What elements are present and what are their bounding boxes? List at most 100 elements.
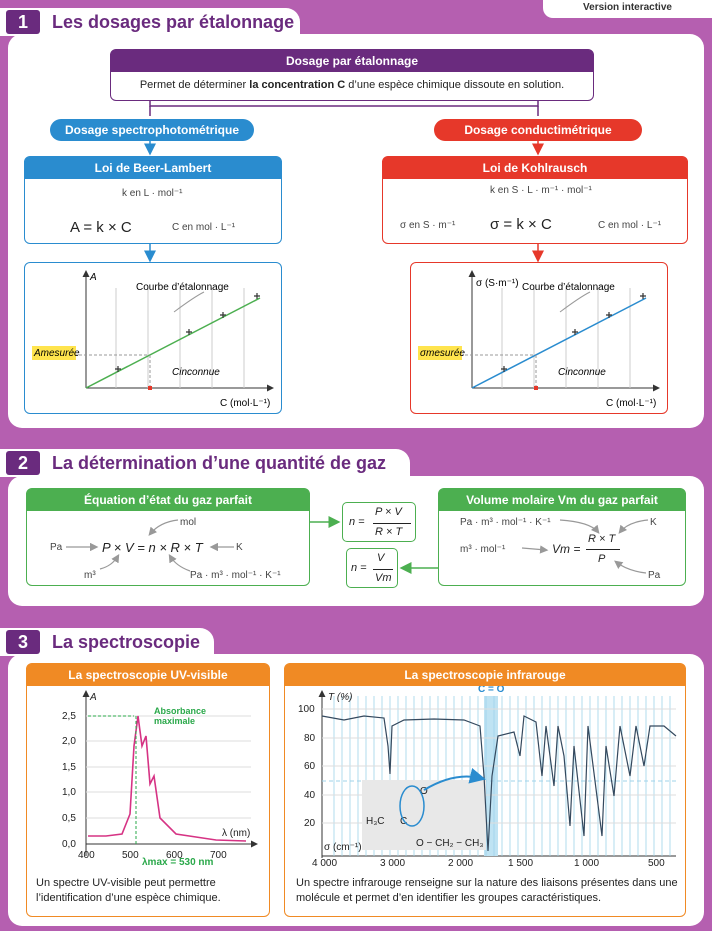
ir-caption: Un spectre infrarouge renseigne sur la n… [296, 877, 678, 904]
kohlrausch-title: Loi de Kohlrausch [383, 157, 687, 179]
section3-header: 3 La spectroscopie [0, 628, 214, 656]
main-box-title: Dosage par étalonnage [111, 50, 593, 72]
graph-left-unknown: Cinconnue [172, 367, 220, 378]
mol-oxygen: O [420, 786, 428, 797]
ir-ytick-4: 20 [304, 818, 316, 829]
section1-title: Les dosages par étalonnage [52, 11, 295, 32]
uv-ylabel: A [89, 692, 97, 703]
uv-xtick-0: 400 [78, 850, 95, 861]
uv-spectrum-line [88, 715, 247, 842]
ir-peak-label: C = O [478, 686, 505, 695]
ir-ytick-1: 80 [304, 733, 316, 744]
ir-ytick-3: 40 [304, 790, 316, 801]
unit-vm: m³ · mol⁻¹ [460, 544, 506, 555]
pill-spectrophotometrie: Dosage spectrophotométrique [50, 119, 254, 141]
ir-ytick-2: 60 [304, 761, 316, 772]
formula-vm-num: R × T [588, 533, 616, 545]
uv-ytick-5: 0,0 [62, 839, 76, 850]
uv-ytick-3: 1,0 [62, 787, 76, 798]
beer-lambert-graph-box [24, 262, 282, 414]
molar-volume-box: Volume molaire Vm du gaz parfait [438, 488, 686, 586]
kohlrausch-graph-box [410, 262, 668, 414]
section3-title: La spectroscopie [52, 631, 201, 652]
section3-number: 3 [6, 630, 40, 654]
ir-xtick-5: 500 [648, 858, 665, 866]
unit-k-gas: K [236, 542, 243, 553]
section2-title: La détermination d’une quantité de gaz [52, 452, 387, 473]
graph-right-xlabel: C (mol·L⁻¹) [606, 398, 656, 409]
ir-spectrum-chart: T (%) 100 80 60 40 20 σ (cm⁻¹) 4 000 3 0… [298, 686, 677, 866]
graph-right-measured: σmesurée [420, 348, 465, 359]
graph-right-ylabel: σ (S·m⁻¹) [476, 278, 519, 289]
ir-xtick-1: 3 000 [380, 858, 405, 866]
ir-xtick-3: 1 500 [508, 858, 533, 866]
uv-ytick-4: 0,5 [62, 813, 76, 824]
unit-r-right: Pa · m³ · mol⁻¹ · K⁻¹ [460, 517, 551, 528]
gas-state-title: Équation d’état du gaz parfait [27, 489, 309, 511]
uv-annotation: Absorbance [154, 706, 206, 716]
gas-state-box: Équation d’état du gaz parfait [26, 488, 310, 586]
graph-left-measured: Amesurée [33, 348, 80, 359]
molar-volume-title: Volume molaire Vm du gaz parfait [439, 489, 685, 511]
graph-right-unknown: Cinconnue [558, 367, 606, 378]
formula-vm-lhs: Vm = [552, 542, 581, 556]
uv-xtick-1: 500 [122, 850, 139, 861]
unit-c-left: C en mol · L⁻¹ [172, 222, 236, 233]
main-box-text: Permet de déterminer la concentration C … [139, 79, 565, 91]
mol-right: O − CH₂ − CH₃ [416, 838, 483, 849]
beer-lambert-graph: A Courbe d’étalonnage Amesurée Cinconnue… [32, 270, 274, 409]
section1-header: 1 Les dosages par étalonnage [0, 8, 300, 36]
svg-text:maximale: maximale [154, 716, 195, 726]
unit-mol: mol [180, 517, 197, 528]
unit-pa-left: Pa [50, 542, 63, 553]
formula-pv-nrt: P × V = n × R × T [102, 540, 203, 555]
graph-left-xlabel: C (mol·L⁻¹) [220, 398, 270, 409]
ir-title: La spectroscopie infrarouge [285, 664, 685, 686]
unit-r-left: Pa · m³ · mol⁻¹ · K⁻¹ [190, 570, 281, 581]
formula-kohlrausch: σ = k × C [490, 216, 552, 233]
uv-ytick-1: 2,0 [62, 736, 76, 747]
section1-number: 1 [6, 10, 40, 34]
unit-c-right: C en mol · L⁻¹ [598, 220, 662, 231]
version-tab-label: Version interactive [583, 2, 672, 13]
formula-vm-den: P [598, 553, 606, 565]
formula-n-vvm-box: n = V Vm [346, 548, 398, 588]
ir-xlabel: σ (cm⁻¹) [324, 842, 362, 853]
ir-xtick-0: 4 000 [312, 858, 337, 866]
unit-sigma: σ en S · m⁻¹ [400, 220, 456, 231]
beer-lambert-box: Loi de Beer-Lambert [24, 156, 282, 244]
uv-box: La spectroscopie UV-visible [26, 663, 270, 917]
ir-xtick-2: 2 000 [448, 858, 473, 866]
pill-conductimetrie: Dosage conductimétrique [434, 119, 642, 141]
graph-left-ylabel: A [89, 272, 97, 283]
formula-beer-lambert: A = k × C [70, 219, 132, 236]
carbonyl-highlight [399, 785, 425, 827]
mol-left: H₃C [366, 816, 385, 827]
version-tab[interactable]: Version interactive [543, 0, 712, 18]
uv-caption: Un spectre UV-visible peut permettre l’i… [36, 877, 221, 904]
uv-xlabel: λ (nm) [222, 828, 250, 839]
unit-k-right: k en S · L · m⁻¹ · mol⁻¹ [490, 185, 592, 196]
unit-k-right-gas: K [650, 517, 657, 528]
uv-spectrum-chart: A 2,5 2,0 1,5 1,0 0,5 0,0 400 500 600 70… [62, 690, 258, 861]
uv-ytick-2: 1,5 [62, 762, 76, 773]
uv-title: La spectroscopie UV-visible [27, 664, 269, 686]
section2-number: 2 [6, 451, 40, 475]
ir-ylabel: T (%) [328, 692, 352, 703]
uv-lambda-max: λmax = 530 nm [142, 857, 214, 868]
main-box: Dosage par étalonnage Permet de détermin… [110, 49, 594, 101]
ir-xtick-4: 1 000 [574, 858, 599, 866]
graph-left-curve-label: Courbe d’étalonnage [136, 282, 229, 293]
unit-k-left: k en L · mol⁻¹ [122, 188, 183, 199]
graph-right-curve-label: Courbe d’étalonnage [522, 282, 615, 293]
ir-spectrum-line [321, 715, 677, 852]
section2-header: 2 La détermination d’une quantité de gaz [0, 449, 410, 477]
section2-arrows [66, 516, 649, 574]
ir-ytick-0: 100 [298, 704, 315, 715]
unit-m3: m³ [84, 570, 96, 581]
kohlrausch-box: Loi de Kohlrausch [382, 156, 688, 244]
unit-pa-right: Pa [648, 570, 661, 581]
kohlrausch-graph: σ (S·m⁻¹) Courbe d’étalonnage σmesurée C… [418, 270, 660, 409]
uv-ytick-0: 2,5 [62, 711, 76, 722]
uv-xtick-2: 600 [166, 850, 183, 861]
